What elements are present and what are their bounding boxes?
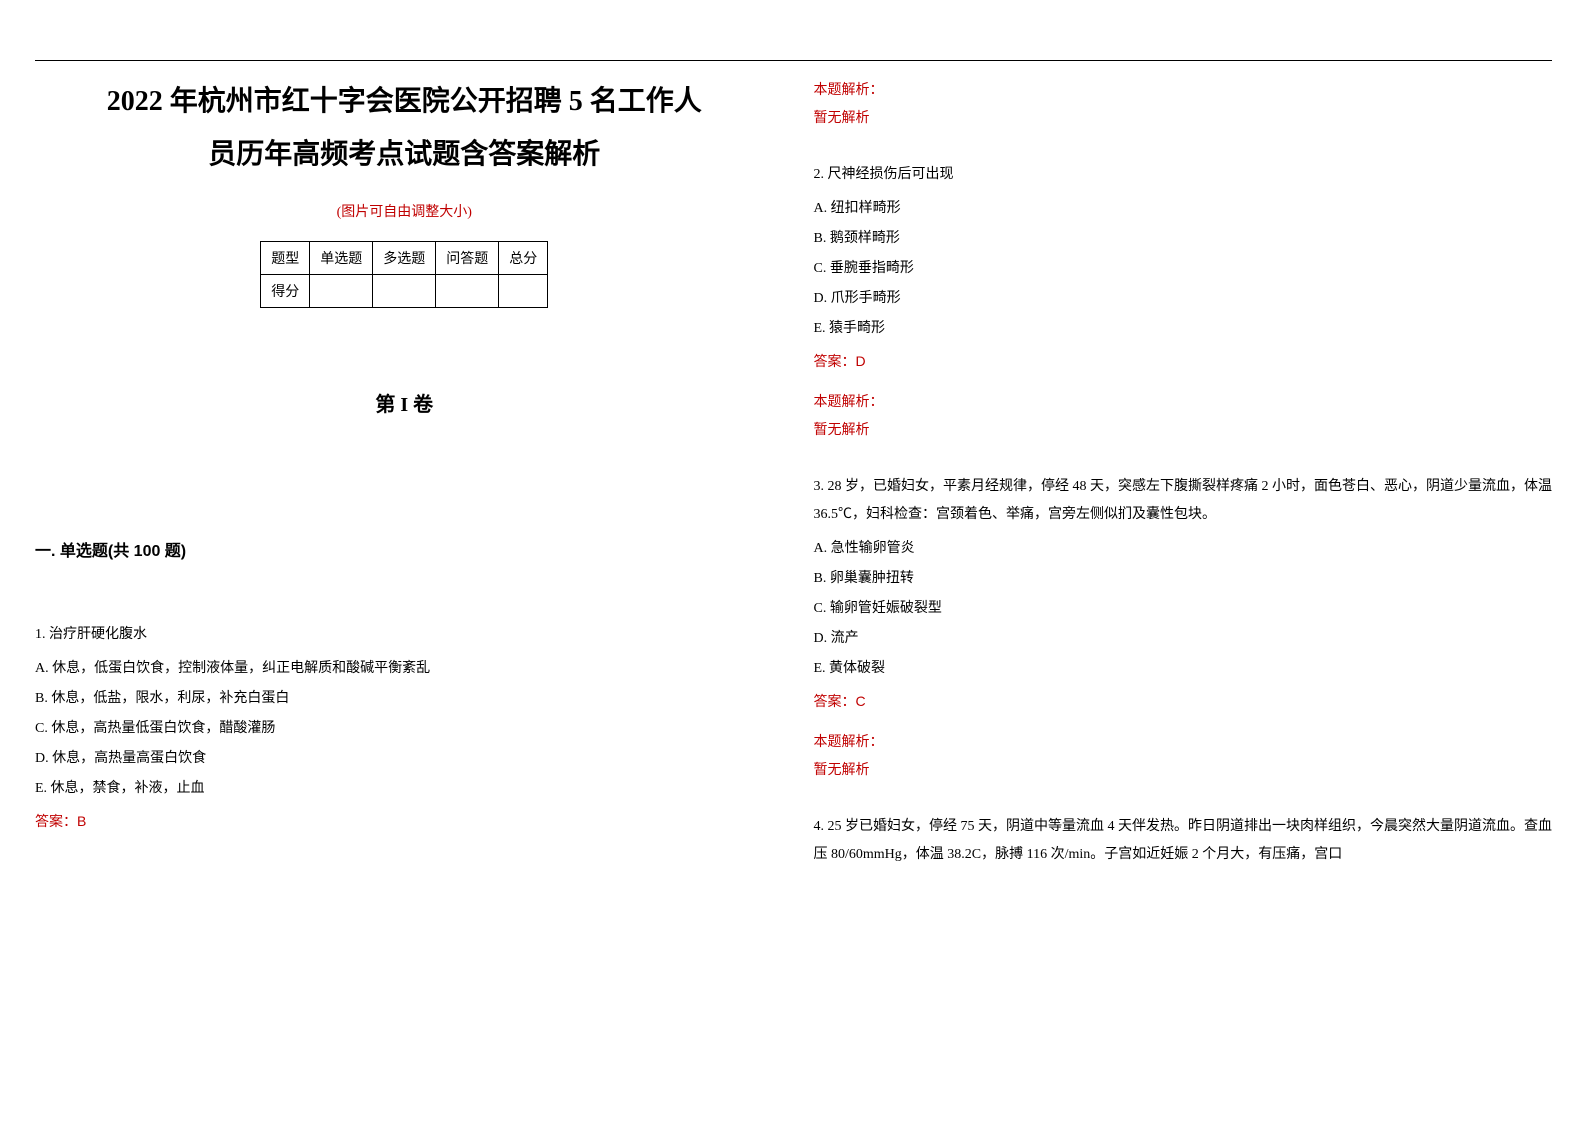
- question-2: 2. 尺神经损伤后可出现 A. 纽扣样畸形 B. 鹅颈样畸形 C. 垂腕垂指畸形…: [814, 161, 1553, 443]
- th-multi: 多选题: [373, 242, 436, 275]
- q3-stem: 3. 28 岁，已婚妇女，平素月经规律，停经 48 天，突感左下腹撕裂样疼痛 2…: [814, 473, 1553, 529]
- resize-hint: (图片可自由调整大小): [35, 201, 774, 221]
- th-essay: 问答题: [436, 242, 499, 275]
- q3-analysis-body: 暂无解析: [814, 755, 1553, 783]
- header-rule: [35, 60, 1552, 61]
- q2-option-b: B. 鹅颈样畸形: [814, 225, 1553, 253]
- question-4: 4. 25 岁已婚妇女，停经 75 天，阴道中等量流血 4 天伴发热。昨日阴道排…: [814, 813, 1553, 869]
- q3-analysis-label: 本题解析：: [814, 727, 1553, 755]
- th-type: 题型: [261, 242, 310, 275]
- q3-option-c: C. 输卵管妊娠破裂型: [814, 595, 1553, 623]
- q1-answer: 答案：B: [35, 807, 774, 835]
- question-1: 1. 治疗肝硬化腹水 A. 休息，低蛋白饮食，控制液体量，纠正电解质和酸碱平衡紊…: [35, 621, 774, 835]
- q3-option-e: E. 黄体破裂: [814, 655, 1553, 683]
- score-single: [310, 275, 373, 308]
- q2-analysis-label: 本题解析：: [814, 387, 1553, 415]
- q1-analysis-block: 本题解析： 暂无解析: [814, 75, 1553, 131]
- score-total: [499, 275, 548, 308]
- q2-option-e: E. 猿手畸形: [814, 315, 1553, 343]
- title-line-1: 2022 年杭州市红十字会医院公开招聘 5 名工作人: [35, 75, 774, 128]
- table-header-row: 题型 单选题 多选题 问答题 总分: [261, 242, 548, 275]
- th-total: 总分: [499, 242, 548, 275]
- title-line-2: 员历年高频考点试题含答案解析: [35, 128, 774, 181]
- section-heading: 一. 单选题(共 100 题): [35, 537, 774, 561]
- q1-analysis-label: 本题解析：: [814, 75, 1553, 103]
- q1-stem: 1. 治疗肝硬化腹水: [35, 621, 774, 649]
- q2-analysis-body: 暂无解析: [814, 415, 1553, 443]
- q1-option-a: A. 休息，低蛋白饮食，控制液体量，纠正电解质和酸碱平衡紊乱: [35, 655, 774, 683]
- th-single: 单选题: [310, 242, 373, 275]
- score-table: 题型 单选题 多选题 问答题 总分 得分: [260, 241, 548, 308]
- q2-option-d: D. 爪形手畸形: [814, 285, 1553, 313]
- q2-stem: 2. 尺神经损伤后可出现: [814, 161, 1553, 189]
- q3-answer: 答案：C: [814, 687, 1553, 715]
- q1-option-c: C. 休息，高热量低蛋白饮食，醋酸灌肠: [35, 715, 774, 743]
- right-column: 本题解析： 暂无解析 2. 尺神经损伤后可出现 A. 纽扣样畸形 B. 鹅颈样畸…: [814, 40, 1553, 899]
- q1-option-b: B. 休息，低盐，限水，利尿，补充白蛋白: [35, 685, 774, 713]
- table-score-row: 得分: [261, 275, 548, 308]
- q3-option-a: A. 急性输卵管炎: [814, 535, 1553, 563]
- q1-option-e: E. 休息，禁食，补液，止血: [35, 775, 774, 803]
- q2-answer: 答案：D: [814, 347, 1553, 375]
- left-column: 2022 年杭州市红十字会医院公开招聘 5 名工作人 员历年高频考点试题含答案解…: [35, 40, 774, 899]
- q2-option-c: C. 垂腕垂指畸形: [814, 255, 1553, 283]
- row-label: 得分: [261, 275, 310, 308]
- volume-heading: 第 I 卷: [35, 388, 774, 417]
- q3-option-b: B. 卵巢囊肿扭转: [814, 565, 1553, 593]
- q2-option-a: A. 纽扣样畸形: [814, 195, 1553, 223]
- question-3: 3. 28 岁，已婚妇女，平素月经规律，停经 48 天，突感左下腹撕裂样疼痛 2…: [814, 473, 1553, 783]
- page-container: 2022 年杭州市红十字会医院公开招聘 5 名工作人 员历年高频考点试题含答案解…: [0, 0, 1587, 939]
- document-title: 2022 年杭州市红十字会医院公开招聘 5 名工作人 员历年高频考点试题含答案解…: [35, 75, 774, 181]
- score-essay: [436, 275, 499, 308]
- q1-option-d: D. 休息，高热量高蛋白饮食: [35, 745, 774, 773]
- score-multi: [373, 275, 436, 308]
- q1-analysis-body: 暂无解析: [814, 103, 1553, 131]
- q4-stem: 4. 25 岁已婚妇女，停经 75 天，阴道中等量流血 4 天伴发热。昨日阴道排…: [814, 813, 1553, 869]
- q3-option-d: D. 流产: [814, 625, 1553, 653]
